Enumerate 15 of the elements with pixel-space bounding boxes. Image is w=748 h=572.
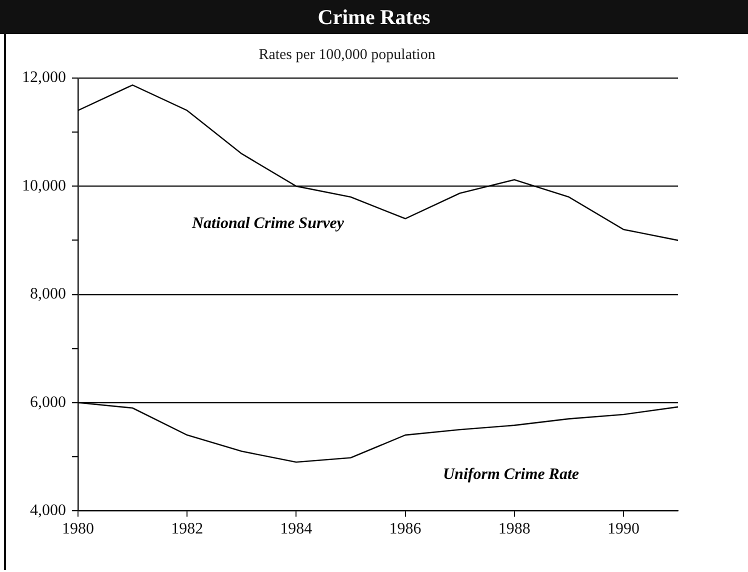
chart-subtitle: Rates per 100,000 population [258, 46, 436, 63]
x-tick-label: 1990 [607, 520, 640, 538]
x-tick-label: 1982 [171, 520, 204, 538]
y-tick-label: 4,000 [30, 502, 66, 520]
x-tick-label: 1986 [389, 520, 422, 538]
x-tick-label: 1984 [280, 520, 312, 538]
y-tick-label: 6,000 [30, 394, 66, 411]
x-tick-label: 1980 [62, 520, 94, 538]
y-tick-label: 10,000 [22, 177, 66, 194]
text: Uniform Crime Rate [442, 466, 580, 484]
x-tick-label: 1988 [498, 520, 530, 538]
chart-title: Crime Rates [0, 0, 748, 34]
y-tick-label: 12,000 [22, 69, 66, 86]
y-tick-label: 8,000 [30, 286, 66, 303]
series-label: National Crime Survey [190, 215, 345, 232]
